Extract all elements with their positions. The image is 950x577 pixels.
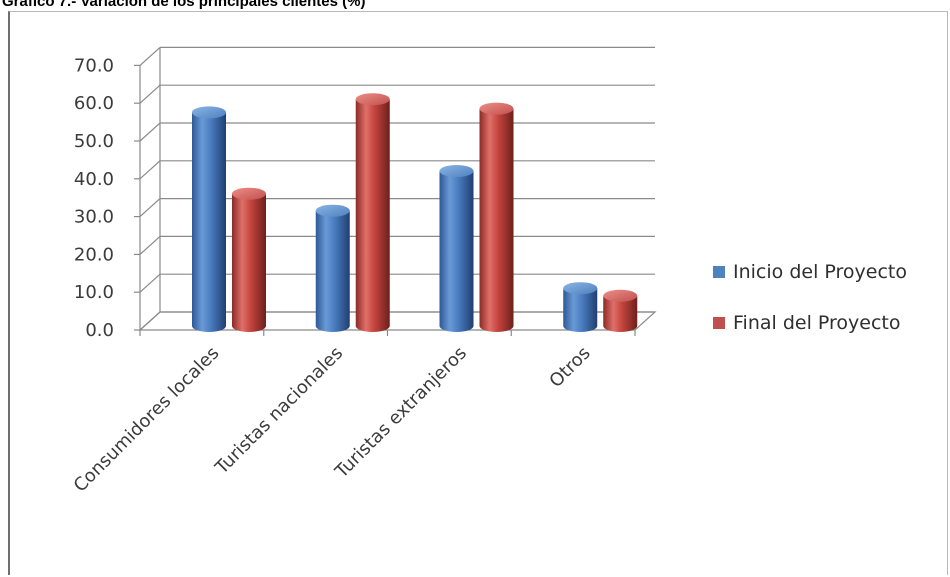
bar-body	[232, 193, 266, 332]
gridline-depth	[139, 160, 161, 180]
x-category-label: Consumidores locales	[70, 343, 224, 497]
chart-frame	[8, 11, 948, 575]
bar-inicio-1	[315, 204, 350, 332]
bar-top	[355, 93, 390, 106]
bar-top	[192, 106, 226, 119]
gridline-depth	[139, 46, 161, 66]
bar-final-2	[479, 102, 514, 333]
bar-top	[315, 204, 350, 217]
x-category-label: Turistas extranjeros	[331, 343, 471, 483]
gridline-depth	[139, 198, 161, 218]
gridline-depth	[139, 235, 161, 255]
chart-title: Gráfico 7.- Variación de los principales…	[2, 0, 366, 10]
y-tick-label: 40.0	[74, 169, 114, 190]
bar-body	[439, 171, 474, 332]
legend-swatch	[713, 317, 725, 329]
bar-body	[315, 210, 350, 332]
x-category-label: Otros	[545, 343, 594, 392]
bar-body	[603, 295, 638, 332]
y-tick-label: 30.0	[74, 207, 114, 228]
bars-layer	[192, 93, 638, 333]
bar-body	[479, 108, 514, 333]
y-tick-label: 20.0	[74, 244, 114, 265]
gridline-depth	[139, 273, 161, 293]
legend-label: Inicio del Proyecto	[733, 261, 907, 283]
bar-top	[603, 289, 638, 302]
bar-top	[439, 165, 474, 178]
gridline-depth	[139, 84, 161, 104]
chart-floor	[138, 311, 657, 331]
x-category-label: Turistas nacionales	[211, 343, 347, 479]
bar-final-0	[232, 187, 266, 332]
bar-inicio-0	[192, 106, 226, 333]
bar-final-1	[355, 93, 390, 332]
bar-top	[479, 102, 514, 115]
legend-label: Final del Proyecto	[733, 312, 901, 334]
bar-final-3	[603, 289, 638, 332]
bar-top	[563, 282, 598, 295]
bar-top	[232, 187, 266, 200]
bar-body	[192, 112, 226, 333]
bar-inicio-3	[563, 282, 598, 332]
y-tick-label: 60.0	[74, 93, 114, 114]
y-tick-label: 0.0	[85, 320, 114, 341]
legend-swatch	[713, 266, 725, 278]
bar-body	[355, 99, 390, 332]
bar-body	[563, 288, 598, 332]
y-tick-label: 10.0	[74, 282, 114, 303]
bar-inicio-2	[439, 165, 474, 332]
y-tick-label: 70.0	[74, 55, 114, 76]
legend: Inicio del Proyecto Final del Proyecto	[713, 261, 907, 334]
gridline-depth	[139, 122, 161, 142]
y-tick-label: 50.0	[74, 131, 114, 152]
